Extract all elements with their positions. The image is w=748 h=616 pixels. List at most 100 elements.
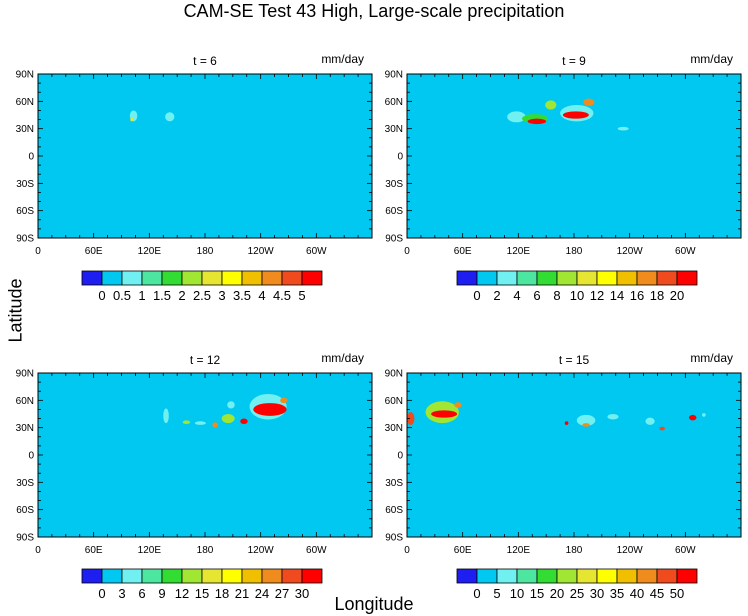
precip-feature bbox=[227, 401, 235, 409]
y-tick-label: 90S bbox=[385, 533, 403, 544]
precip-feature bbox=[617, 126, 629, 131]
colorbar-label: 2 bbox=[493, 288, 500, 303]
colorbar-box bbox=[656, 568, 678, 584]
x-tick-label: 180 bbox=[566, 545, 583, 556]
x-tick-label: 120E bbox=[138, 246, 162, 257]
y-tick-label: 0 bbox=[28, 152, 34, 163]
x-tick-label: 180 bbox=[197, 246, 214, 257]
colorbar-label: 2.5 bbox=[193, 288, 211, 303]
colorbar-label: 16 bbox=[630, 288, 644, 303]
x-tick-label: 60E bbox=[454, 545, 472, 556]
map-background bbox=[38, 373, 372, 537]
colorbar-box bbox=[536, 568, 558, 584]
x-tick-label: 120W bbox=[248, 246, 275, 257]
colorbar-label: 9 bbox=[158, 586, 165, 601]
colorbar-label: 40 bbox=[630, 586, 644, 601]
x-tick-label: 120E bbox=[507, 545, 531, 556]
y-tick-label: 0 bbox=[397, 451, 403, 462]
precip-feature bbox=[221, 414, 235, 424]
precip-feature bbox=[212, 422, 218, 428]
colorbar-box bbox=[476, 568, 498, 584]
y-tick-label: 90N bbox=[385, 369, 403, 380]
precip-feature bbox=[130, 117, 134, 122]
colorbar-label: 35 bbox=[610, 586, 624, 601]
x-tick-label: 0 bbox=[35, 246, 41, 257]
precip-feature bbox=[165, 112, 175, 122]
colorbar-label: 50 bbox=[670, 586, 684, 601]
precip-feature bbox=[163, 408, 169, 424]
colorbar-label: 30 bbox=[590, 586, 604, 601]
colorbar-box bbox=[496, 568, 518, 584]
colorbar-label: 10 bbox=[510, 586, 524, 601]
colorbar-box bbox=[516, 568, 538, 584]
colorbar-box bbox=[556, 568, 578, 584]
y-tick-label: 30S bbox=[16, 478, 34, 489]
precip-feature bbox=[240, 418, 248, 425]
colorbar-box bbox=[301, 270, 323, 286]
precip-feature bbox=[527, 118, 547, 125]
y-tick-label: 30N bbox=[16, 423, 34, 434]
colorbar-label: 0 bbox=[98, 288, 105, 303]
precip-feature bbox=[689, 414, 697, 421]
precip-feature bbox=[507, 111, 526, 123]
precip-feature bbox=[645, 417, 655, 425]
colorbar-label: 4 bbox=[513, 288, 520, 303]
colorbar-label: 0.5 bbox=[113, 288, 131, 303]
precip-feature bbox=[280, 397, 288, 404]
x-tick-label: 0 bbox=[404, 545, 410, 556]
colorbar-box bbox=[676, 270, 698, 286]
y-tick-label: 90N bbox=[16, 70, 34, 81]
precip-feature bbox=[407, 412, 415, 425]
y-tick-label: 60S bbox=[385, 206, 403, 217]
x-tick-label: 60E bbox=[85, 246, 103, 257]
precip-feature bbox=[454, 402, 462, 408]
colorbar-label: 3 bbox=[118, 586, 125, 601]
x-tick-label: 120W bbox=[617, 246, 644, 257]
x-tick-label: 60W bbox=[306, 545, 327, 556]
colorbar-label: 0 bbox=[98, 586, 105, 601]
colorbar-box bbox=[576, 568, 598, 584]
colorbar-label: 2 bbox=[178, 288, 185, 303]
x-tick-label: 60E bbox=[85, 545, 103, 556]
precip-feature bbox=[659, 426, 665, 431]
x-axis-label: Longitude bbox=[334, 594, 414, 614]
colorbar-label: 18 bbox=[215, 586, 229, 601]
y-tick-label: 30S bbox=[385, 478, 403, 489]
y-tick-label: 60S bbox=[16, 505, 34, 516]
precip-feature bbox=[607, 414, 619, 420]
colorbar-label: 20 bbox=[670, 288, 684, 303]
precip-feature bbox=[545, 100, 557, 110]
y-tick-label: 60N bbox=[385, 396, 403, 407]
y-tick-label: 60N bbox=[16, 97, 34, 108]
y-tick-label: 60S bbox=[16, 206, 34, 217]
colorbar-box bbox=[456, 568, 478, 584]
y-tick-label: 60N bbox=[16, 396, 34, 407]
precip-feature bbox=[562, 111, 589, 119]
colorbar-label: 0 bbox=[473, 586, 480, 601]
precip-feature bbox=[702, 413, 706, 417]
panel-units: mm/day bbox=[690, 52, 733, 66]
colorbar-box bbox=[616, 568, 638, 584]
colorbar-label: 12 bbox=[175, 586, 189, 601]
colorbar-label: 24 bbox=[255, 586, 269, 601]
y-tick-label: 30N bbox=[385, 423, 403, 434]
colorbar-label: 6 bbox=[533, 288, 540, 303]
colorbar-box bbox=[596, 568, 618, 584]
x-tick-label: 120W bbox=[248, 545, 275, 556]
x-tick-label: 60W bbox=[306, 246, 327, 257]
colorbar-box bbox=[636, 568, 658, 584]
colorbar-label: 3 bbox=[218, 288, 225, 303]
x-tick-label: 0 bbox=[35, 545, 41, 556]
y-tick-label: 30N bbox=[385, 124, 403, 135]
panel-title: t = 9 bbox=[562, 54, 586, 68]
panel-title: t = 15 bbox=[559, 353, 590, 367]
colorbar-label: 4 bbox=[258, 288, 265, 303]
precip-feature bbox=[253, 403, 287, 416]
y-tick-label: 0 bbox=[28, 451, 34, 462]
precip-feature bbox=[583, 98, 595, 106]
y-tick-label: 90N bbox=[385, 70, 403, 81]
colorbar-label: 27 bbox=[275, 586, 289, 601]
colorbar-label: 15 bbox=[530, 586, 544, 601]
